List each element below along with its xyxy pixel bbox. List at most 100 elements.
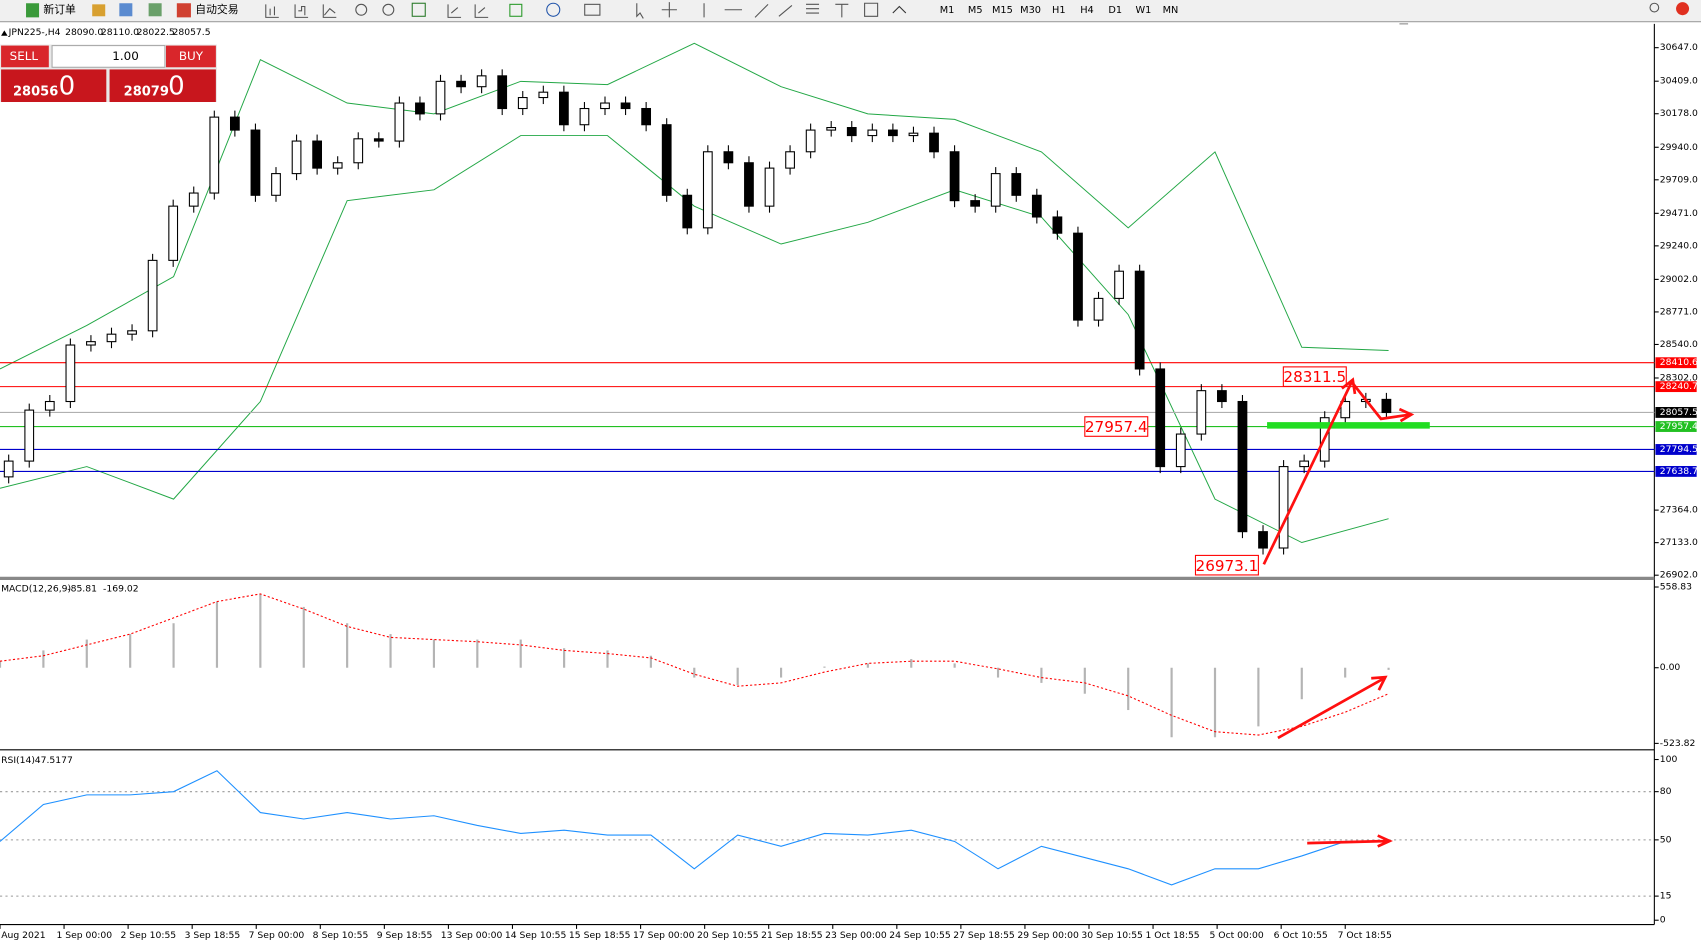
y-tick-label: 15	[1660, 891, 1672, 902]
timeframe-button[interactable]: MN	[1163, 5, 1179, 16]
time-label: 9 Sep 18:55	[377, 930, 433, 941]
time-label: 21 Sep 18:55	[761, 930, 823, 941]
candle	[1052, 216, 1063, 234]
icon	[355, 3, 368, 16]
candle	[1278, 466, 1289, 549]
timeframe-button[interactable]: M30	[1020, 5, 1041, 16]
candle	[1114, 270, 1124, 299]
level-label: 28410.6	[1660, 357, 1698, 368]
candle	[332, 162, 343, 169]
icon	[509, 3, 523, 17]
timeframe-button[interactable]: M15	[992, 5, 1013, 16]
indicator-readout: 47.5177	[35, 755, 73, 766]
timeframe-button[interactable]: H4	[1080, 5, 1094, 16]
icon	[322, 4, 337, 18]
y-tick-label: 29002.0	[1660, 274, 1698, 285]
level-tag	[1655, 381, 1697, 393]
candle	[291, 140, 302, 175]
candle	[44, 400, 55, 411]
icon	[382, 3, 395, 16]
icon	[148, 3, 162, 17]
time-label: 13 Sep 00:00	[441, 930, 503, 941]
toolbar-bg	[0, 0, 1701, 22]
timeframe-button[interactable]: D1	[1108, 5, 1122, 16]
candle	[949, 151, 960, 202]
candle	[600, 102, 610, 110]
timeframe-button[interactable]: M5	[968, 5, 983, 16]
candle	[1093, 297, 1104, 321]
time-label: 17 Sep 00:00	[633, 930, 695, 941]
candle	[497, 75, 508, 110]
bid-price: 28056	[13, 85, 58, 100]
candle	[456, 80, 466, 88]
icon	[892, 5, 907, 14]
rsi-arrow	[1307, 834, 1393, 848]
candle	[65, 344, 76, 403]
icon	[636, 3, 644, 19]
candle	[168, 205, 179, 261]
candle	[517, 96, 528, 110]
buy-label[interactable]: BUY	[179, 49, 204, 63]
y-tick-label: -523.82	[1660, 738, 1696, 749]
candle	[661, 124, 672, 196]
level-tag	[1655, 357, 1697, 369]
volume[interactable]: 1.00	[112, 49, 139, 63]
candle	[1217, 390, 1227, 403]
candle	[826, 127, 837, 131]
time-label: 24 Sep 10:55	[889, 930, 951, 941]
sell-button[interactable]	[1, 45, 49, 68]
time-label: 6 Oct 10:55	[1274, 930, 1328, 941]
buy-button[interactable]	[165, 45, 216, 68]
time-label: 15 Sep 18:55	[569, 930, 631, 941]
new-order-button[interactable]: 新订单	[43, 2, 76, 16]
icon	[806, 2, 879, 18]
auto-trading-button[interactable]: 自动交易	[195, 2, 238, 16]
y-tick-label: 28540.0	[1660, 339, 1698, 350]
candle	[682, 194, 693, 229]
level-tag	[1655, 407, 1697, 418]
y-tick-label: 27364.0	[1660, 505, 1698, 516]
candle	[702, 151, 713, 229]
candle	[579, 107, 590, 126]
icon	[703, 3, 793, 18]
level-label: 28057.5	[1660, 407, 1698, 418]
candle	[312, 140, 323, 169]
candle	[908, 132, 919, 137]
icon	[294, 4, 309, 18]
time-label: 7 Oct 18:55	[1338, 930, 1392, 941]
timeframe-button[interactable]: H1	[1052, 5, 1066, 16]
icon	[447, 4, 462, 18]
ask-pips: 0	[168, 71, 185, 101]
drawings	[1262, 377, 1430, 848]
candle	[1381, 398, 1392, 414]
candle	[1196, 390, 1207, 435]
candle	[805, 129, 816, 153]
candle	[229, 116, 240, 131]
timeframe-button[interactable]: W1	[1135, 5, 1151, 16]
buy-price-box[interactable]	[109, 69, 216, 103]
ohlc-readout: 28057.5	[172, 27, 210, 38]
toolbar-icons	[265, 2, 1660, 19]
search-icon	[1649, 2, 1660, 13]
candle	[24, 409, 35, 462]
candle	[373, 138, 384, 142]
y-tick-label: 28302.0	[1660, 372, 1698, 383]
time-label: 1 Sep 00:00	[56, 930, 112, 941]
y-tick-label: 30409.0	[1660, 76, 1698, 87]
volume-input[interactable]	[51, 45, 166, 68]
time-label: 14 Sep 10:55	[505, 930, 567, 941]
y-tick-label: 29471.0	[1660, 208, 1698, 219]
sell-label[interactable]: SELL	[10, 49, 39, 63]
candle	[1237, 400, 1248, 533]
y-tick-label: 30647.0	[1660, 42, 1698, 53]
rsi-panel: 100 80 50 15 0 RSI(14) 47.5177	[0, 754, 1678, 926]
y-tick-label: 558.83	[1660, 582, 1692, 593]
signal-line	[0, 593, 1389, 736]
candle	[86, 341, 96, 346]
macd-arrow	[1277, 675, 1388, 740]
timeframe-button[interactable]: M1	[940, 5, 955, 16]
candle	[127, 330, 137, 335]
sell-price-box[interactable]	[1, 69, 107, 103]
y-tick-label: 29240.0	[1660, 240, 1698, 251]
time-label: 30 Sep 10:55	[1081, 930, 1143, 941]
